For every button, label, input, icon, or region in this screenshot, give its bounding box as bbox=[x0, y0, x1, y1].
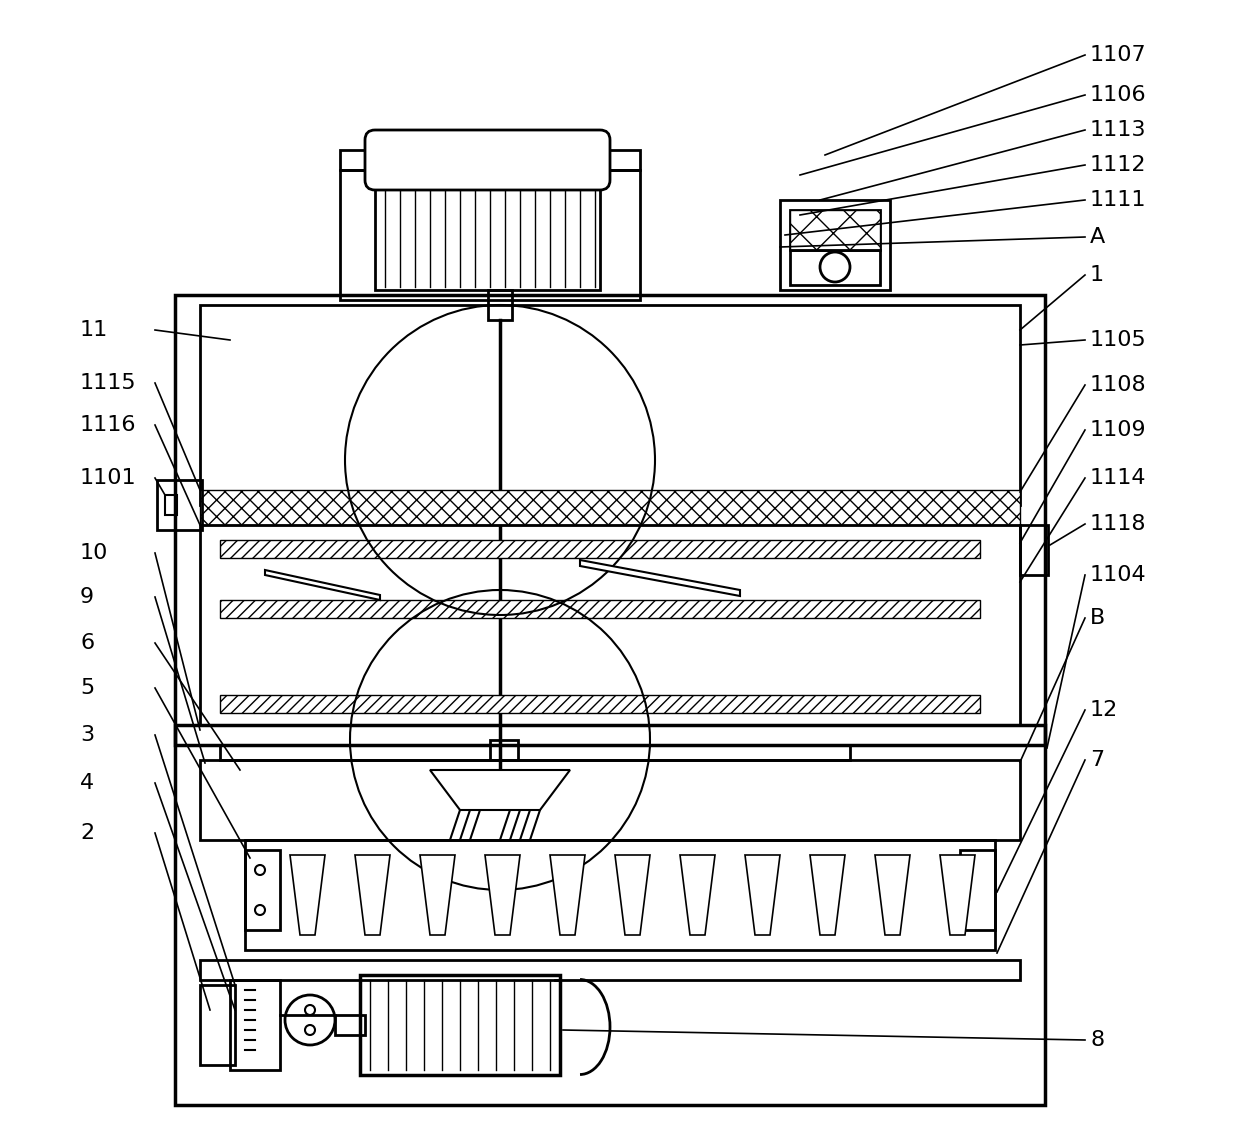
Bar bbox=[200, 960, 1021, 980]
Text: 1118: 1118 bbox=[1090, 514, 1147, 534]
Bar bbox=[200, 985, 236, 1065]
Polygon shape bbox=[551, 855, 585, 934]
Bar bbox=[219, 745, 849, 760]
Bar bbox=[780, 200, 890, 290]
Bar bbox=[165, 495, 177, 515]
Bar bbox=[200, 760, 1021, 840]
Polygon shape bbox=[745, 855, 780, 934]
Text: 1101: 1101 bbox=[81, 468, 136, 488]
Text: 1106: 1106 bbox=[1090, 85, 1147, 104]
Text: 1111: 1111 bbox=[1090, 191, 1147, 210]
Polygon shape bbox=[680, 855, 715, 934]
Text: 12: 12 bbox=[1090, 700, 1118, 720]
Text: 1114: 1114 bbox=[1090, 468, 1147, 488]
Bar bbox=[340, 170, 640, 300]
Text: 1116: 1116 bbox=[81, 414, 136, 435]
Bar bbox=[175, 726, 1045, 745]
Text: B: B bbox=[1090, 608, 1105, 628]
Text: 5: 5 bbox=[81, 678, 94, 698]
Polygon shape bbox=[940, 855, 975, 934]
Bar bbox=[219, 600, 980, 618]
Bar bbox=[480, 147, 520, 172]
Bar bbox=[157, 480, 202, 530]
Polygon shape bbox=[420, 855, 455, 934]
Text: 3: 3 bbox=[81, 726, 94, 745]
Text: 1: 1 bbox=[1090, 265, 1104, 285]
Bar bbox=[960, 850, 994, 930]
Bar bbox=[335, 1015, 365, 1035]
Text: 1108: 1108 bbox=[1090, 375, 1147, 395]
Text: 1105: 1105 bbox=[1090, 329, 1147, 350]
Bar bbox=[360, 975, 560, 1075]
Text: 1113: 1113 bbox=[1090, 121, 1147, 140]
Polygon shape bbox=[355, 855, 391, 934]
Text: 8: 8 bbox=[1090, 1030, 1104, 1050]
Polygon shape bbox=[810, 855, 844, 934]
Text: 2: 2 bbox=[81, 823, 94, 843]
Polygon shape bbox=[580, 560, 740, 596]
Bar bbox=[340, 150, 640, 170]
Text: 1104: 1104 bbox=[1090, 565, 1147, 585]
Polygon shape bbox=[265, 571, 379, 600]
Bar bbox=[200, 490, 1021, 525]
Text: 9: 9 bbox=[81, 587, 94, 607]
Polygon shape bbox=[615, 855, 650, 934]
Polygon shape bbox=[430, 770, 570, 810]
Text: 10: 10 bbox=[81, 543, 108, 563]
Polygon shape bbox=[290, 855, 325, 934]
FancyBboxPatch shape bbox=[365, 130, 610, 191]
Text: 1115: 1115 bbox=[81, 373, 136, 393]
Bar bbox=[200, 305, 1021, 505]
Text: A: A bbox=[1090, 227, 1105, 247]
Text: 6: 6 bbox=[81, 633, 94, 653]
Text: 4: 4 bbox=[81, 773, 94, 793]
Text: 11: 11 bbox=[81, 320, 108, 340]
Bar bbox=[219, 695, 980, 713]
Polygon shape bbox=[485, 855, 520, 934]
Polygon shape bbox=[875, 855, 910, 934]
Bar bbox=[200, 525, 1021, 726]
Bar bbox=[246, 840, 994, 951]
Bar bbox=[175, 295, 1045, 1106]
Text: 1112: 1112 bbox=[1090, 155, 1147, 174]
Text: 7: 7 bbox=[1090, 750, 1104, 770]
Bar bbox=[790, 210, 880, 250]
Text: 1109: 1109 bbox=[1090, 420, 1147, 440]
Bar bbox=[790, 250, 880, 285]
Bar bbox=[490, 740, 518, 760]
Bar bbox=[374, 180, 600, 290]
Bar bbox=[489, 290, 512, 320]
Bar bbox=[246, 850, 280, 930]
Bar bbox=[219, 540, 980, 558]
Bar bbox=[229, 980, 280, 1070]
Bar bbox=[1021, 525, 1048, 575]
Text: 1107: 1107 bbox=[1090, 45, 1147, 65]
Bar bbox=[790, 210, 880, 250]
